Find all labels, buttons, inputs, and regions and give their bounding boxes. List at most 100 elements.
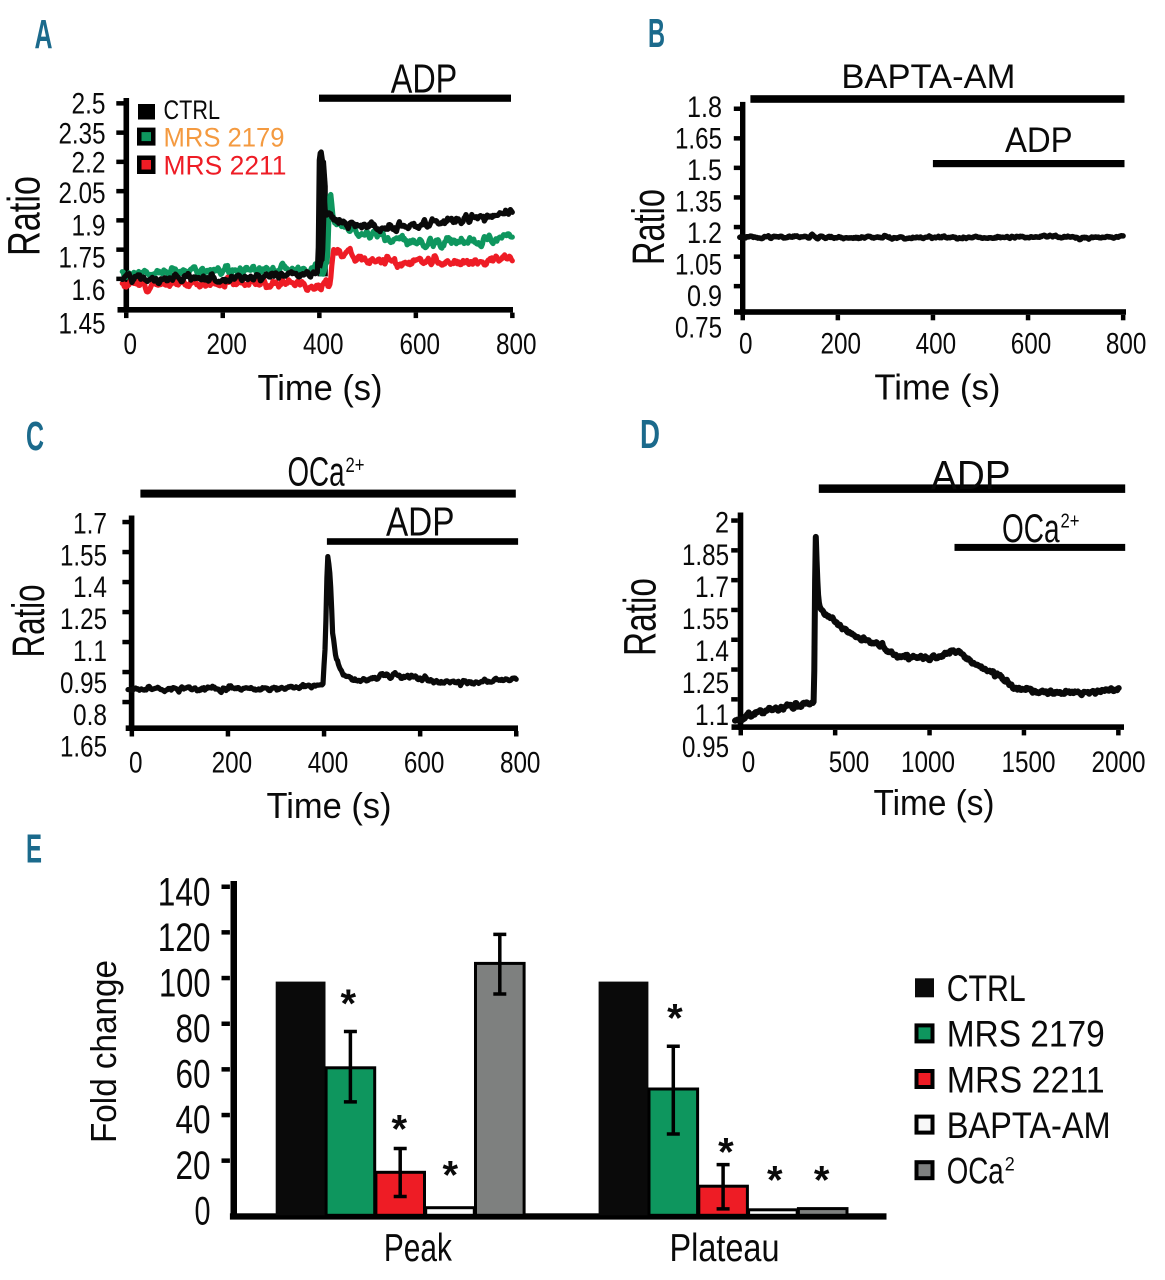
svg-text:Plateau: Plateau [670, 1227, 780, 1270]
svg-text:CTRL: CTRL [164, 95, 221, 125]
svg-text:ADP: ADP [391, 55, 458, 101]
svg-text:0.8: 0.8 [73, 699, 107, 732]
svg-text:1.7: 1.7 [73, 507, 107, 540]
svg-text:60: 60 [176, 1053, 211, 1097]
svg-text:*: * [718, 1131, 734, 1175]
svg-text:120: 120 [158, 916, 211, 960]
svg-text:1.85: 1.85 [682, 539, 729, 572]
svg-text:Ratio: Ratio [623, 189, 674, 265]
svg-text:E: E [26, 826, 42, 872]
svg-text:1.6: 1.6 [72, 274, 106, 307]
svg-text:BAPTA-AM: BAPTA-AM [947, 1105, 1111, 1146]
svg-text:200: 200 [206, 328, 247, 361]
svg-text:1500: 1500 [1002, 746, 1056, 779]
svg-text:D: D [640, 411, 660, 457]
svg-text:1000: 1000 [901, 746, 955, 779]
svg-text:0.95: 0.95 [682, 731, 729, 764]
svg-text:1.75: 1.75 [59, 241, 106, 274]
svg-text:1.55: 1.55 [60, 539, 107, 572]
svg-text:Ratio: Ratio [615, 578, 666, 656]
svg-text:ADP: ADP [386, 499, 455, 545]
svg-text:80: 80 [176, 1007, 211, 1051]
svg-text:MRS 2179: MRS 2179 [947, 1014, 1105, 1055]
svg-text:MRS 2211: MRS 2211 [947, 1059, 1105, 1100]
svg-text:Time (s): Time (s) [874, 782, 995, 823]
svg-text:1.2: 1.2 [687, 217, 722, 250]
svg-text:2: 2 [1005, 1155, 1015, 1176]
svg-text:100: 100 [159, 962, 211, 1006]
svg-text:1.8: 1.8 [687, 91, 722, 124]
svg-text:400: 400 [303, 328, 344, 361]
svg-text:1.65: 1.65 [60, 731, 107, 764]
svg-text:0: 0 [123, 328, 137, 361]
svg-text:BAPTA-AM: BAPTA-AM [841, 58, 1015, 96]
svg-text:2.05: 2.05 [59, 177, 106, 210]
svg-text:1.25: 1.25 [60, 603, 107, 636]
svg-text:1.25: 1.25 [682, 667, 729, 700]
svg-text:Ratio: Ratio [0, 176, 50, 256]
svg-text:*: * [814, 1158, 830, 1202]
svg-text:2.35: 2.35 [59, 117, 106, 150]
svg-text:400: 400 [308, 747, 349, 780]
svg-text:2.2: 2.2 [72, 146, 106, 179]
svg-text:MRS 2179: MRS 2179 [164, 123, 285, 153]
svg-text:0: 0 [739, 328, 753, 361]
svg-text:A: A [35, 11, 53, 57]
svg-text:*: * [443, 1154, 459, 1198]
svg-text:200: 200 [821, 328, 862, 361]
svg-text:2+: 2+ [346, 454, 365, 477]
svg-text:1.5: 1.5 [687, 154, 722, 187]
svg-text:1.65: 1.65 [675, 122, 722, 155]
svg-text:400: 400 [916, 328, 957, 361]
svg-text:C: C [26, 413, 44, 459]
svg-text:600: 600 [404, 747, 445, 780]
svg-text:OCa: OCa [947, 1151, 1004, 1192]
svg-text:800: 800 [1106, 328, 1147, 361]
svg-text:1.1: 1.1 [73, 635, 107, 668]
svg-text:2.5: 2.5 [72, 87, 106, 120]
svg-text:0: 0 [195, 1189, 211, 1233]
svg-text:OCa: OCa [1002, 507, 1060, 551]
svg-text:500: 500 [829, 746, 870, 779]
svg-text:1.9: 1.9 [72, 209, 106, 242]
svg-text:Peak: Peak [384, 1227, 453, 1270]
svg-text:*: * [392, 1107, 408, 1151]
svg-text:Time (s): Time (s) [267, 785, 392, 826]
svg-text:600: 600 [400, 328, 441, 361]
svg-text:0: 0 [742, 746, 756, 779]
svg-text:1.35: 1.35 [675, 185, 722, 218]
svg-text:*: * [667, 997, 683, 1041]
svg-text:800: 800 [496, 328, 537, 361]
svg-text:*: * [341, 982, 357, 1026]
svg-text:Time (s): Time (s) [874, 367, 1000, 408]
svg-text:ADP: ADP [1005, 121, 1073, 160]
svg-text:Time (s): Time (s) [258, 367, 383, 408]
svg-text:40: 40 [176, 1098, 211, 1142]
svg-text:1.55: 1.55 [682, 603, 729, 636]
svg-text:0: 0 [129, 747, 143, 780]
svg-text:2+: 2+ [1061, 511, 1080, 533]
svg-text:0.9: 0.9 [687, 280, 722, 313]
svg-text:0.95: 0.95 [60, 667, 107, 700]
svg-text:*: * [767, 1158, 783, 1202]
svg-text:1.05: 1.05 [675, 248, 722, 281]
svg-text:1.1: 1.1 [695, 699, 729, 732]
svg-text:600: 600 [1011, 328, 1052, 361]
svg-text:1.4: 1.4 [695, 635, 729, 668]
svg-text:1.7: 1.7 [695, 571, 729, 604]
svg-text:20: 20 [176, 1144, 211, 1188]
svg-text:140: 140 [158, 871, 211, 915]
svg-text:1.4: 1.4 [73, 571, 107, 604]
svg-text:1.45: 1.45 [59, 307, 106, 340]
svg-text:B: B [648, 10, 665, 56]
svg-text:MRS 2211: MRS 2211 [164, 151, 287, 181]
svg-text:ADP: ADP [931, 452, 1011, 498]
svg-text:2000: 2000 [1092, 746, 1146, 779]
svg-text:0.75: 0.75 [675, 311, 722, 344]
svg-text:Ratio: Ratio [3, 585, 54, 658]
svg-text:2: 2 [715, 507, 729, 540]
svg-text:CTRL: CTRL [947, 968, 1026, 1009]
svg-text:800: 800 [500, 747, 541, 780]
svg-text:200: 200 [212, 747, 253, 780]
svg-text:OCa: OCa [288, 449, 345, 495]
